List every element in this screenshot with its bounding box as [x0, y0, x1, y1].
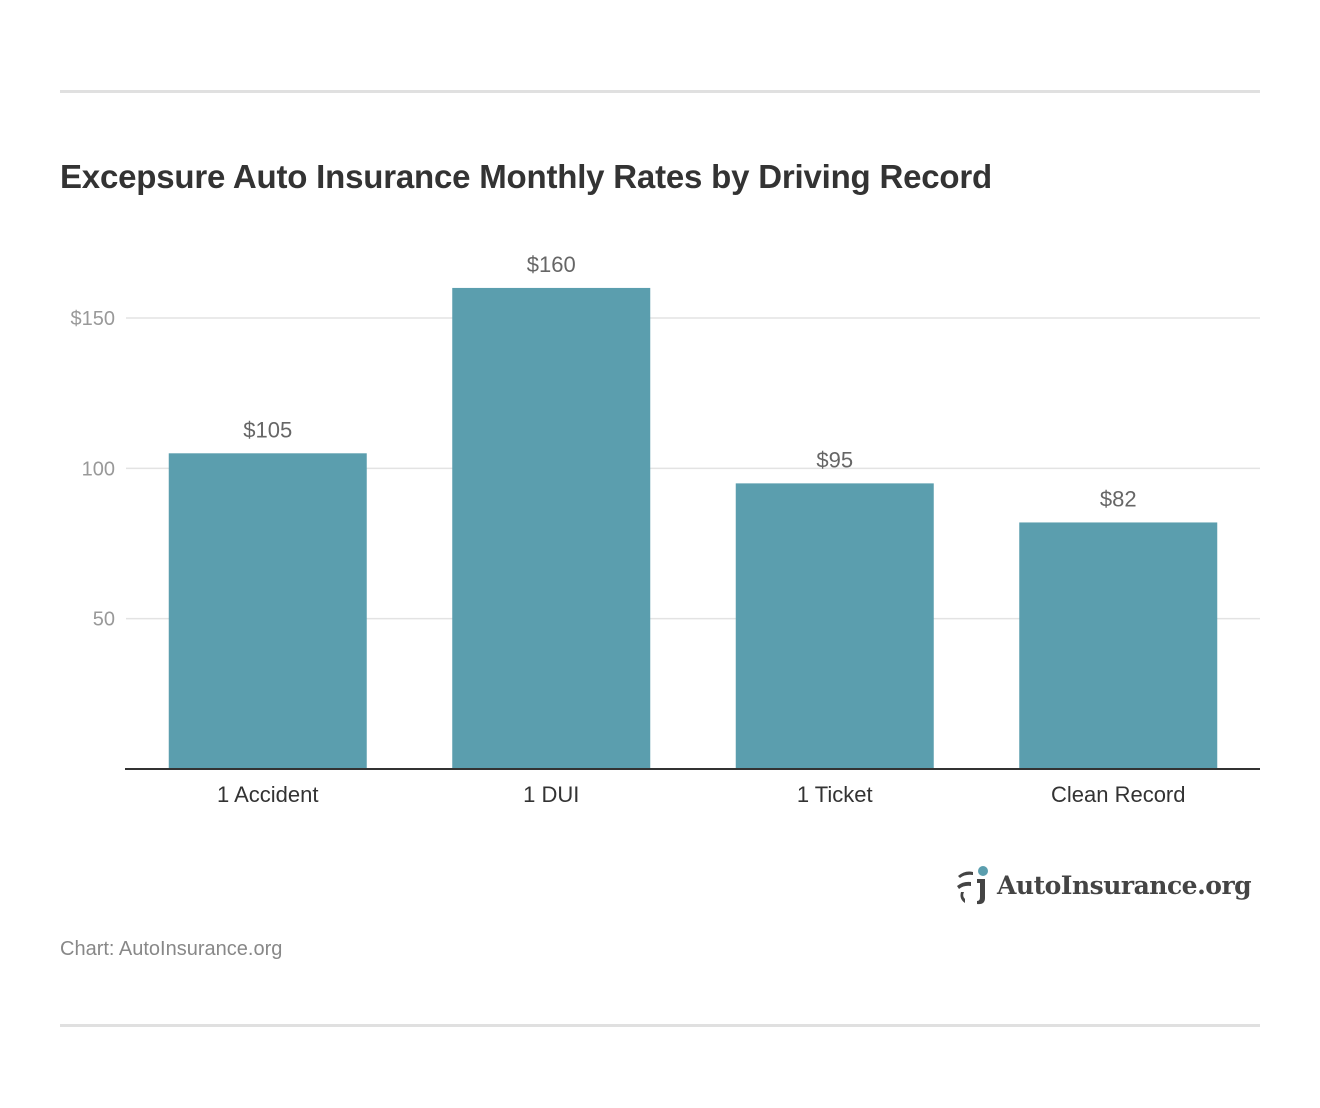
top-rule	[60, 90, 1260, 93]
x-tick-label: Clean Record	[1051, 782, 1186, 807]
data-label: $160	[527, 252, 576, 277]
x-tick-label: 1 Accident	[217, 782, 319, 807]
data-label: $105	[243, 417, 292, 442]
chart-source: Chart: AutoInsurance.org	[60, 938, 283, 960]
y-tick-label: $150	[71, 308, 116, 330]
data-label: $95	[816, 447, 853, 472]
bar	[735, 483, 934, 769]
bar	[168, 453, 367, 769]
x-tick-label: 1 Ticket	[797, 782, 873, 807]
logo: AutoInsurance.org	[955, 864, 1252, 906]
bar	[452, 287, 651, 769]
logo-text: AutoInsurance.org	[997, 870, 1252, 900]
bar	[1019, 522, 1218, 769]
y-tick-label: 100	[82, 458, 115, 480]
x-tick-label: 1 DUI	[523, 782, 579, 807]
autoinsurance-logo-icon	[957, 866, 988, 905]
y-tick-label: 50	[93, 609, 115, 631]
bottom-rule	[60, 1024, 1260, 1027]
chart-title: Excepsure Auto Insurance Monthly Rates b…	[60, 158, 992, 195]
data-label: $82	[1100, 486, 1137, 511]
bar-chart: 50 100 $150 $105 1 Accident $160 1 DUI $95 1 Tic…	[71, 252, 1260, 807]
